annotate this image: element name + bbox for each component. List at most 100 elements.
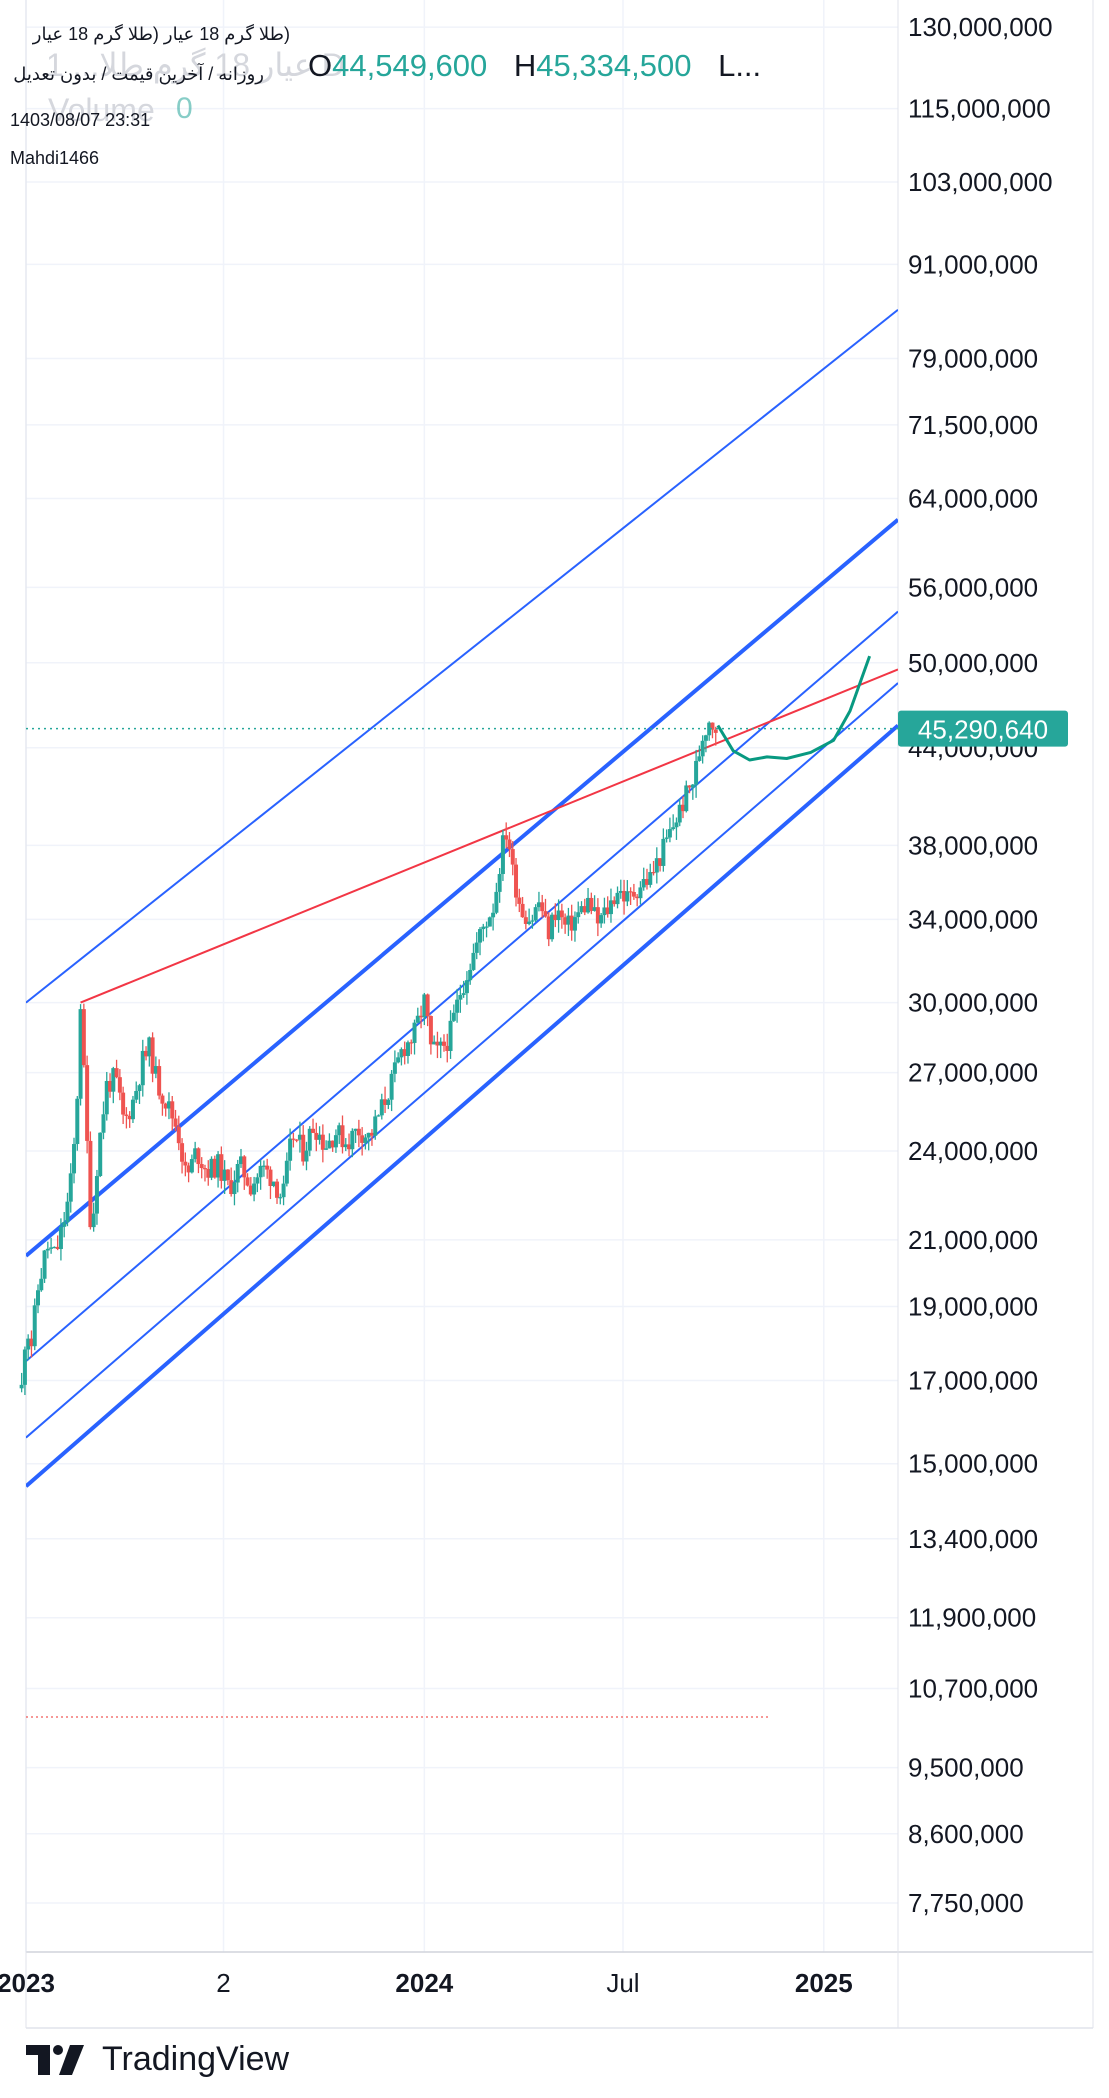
candle bbox=[671, 814, 676, 831]
candle bbox=[68, 1163, 73, 1213]
candle bbox=[111, 1066, 116, 1104]
candle-body bbox=[481, 926, 486, 930]
candle-body bbox=[419, 1015, 424, 1018]
y-tick-label: 103,000,000 bbox=[908, 167, 1053, 197]
candle-body bbox=[232, 1182, 237, 1195]
y-tick-label: 50,000,000 bbox=[908, 648, 1038, 678]
grid-layer bbox=[25, 0, 898, 1952]
candle bbox=[396, 1052, 401, 1064]
candle-body bbox=[658, 858, 663, 866]
candle-body bbox=[333, 1135, 338, 1148]
candle bbox=[98, 1132, 103, 1178]
candle bbox=[504, 822, 509, 849]
candle bbox=[402, 1041, 407, 1065]
candle bbox=[559, 903, 564, 929]
candle-body bbox=[245, 1177, 250, 1186]
candle-body bbox=[644, 878, 649, 885]
candle bbox=[81, 1003, 86, 1068]
candle bbox=[150, 1032, 155, 1083]
candle-body bbox=[618, 890, 623, 893]
candle bbox=[297, 1121, 302, 1153]
candle-body bbox=[412, 1022, 417, 1043]
candle-body bbox=[602, 907, 607, 916]
tradingview-brand[interactable]: TradingView bbox=[26, 2040, 289, 2079]
candle-body bbox=[294, 1139, 299, 1141]
symbol-title[interactable]: (طلا گرم 18 عیار (طلا گرم 18 عیار bbox=[32, 24, 290, 44]
candle-body bbox=[671, 827, 676, 830]
candle-body bbox=[127, 1115, 132, 1120]
candle-body bbox=[690, 784, 695, 788]
candle bbox=[628, 887, 633, 905]
candle-body bbox=[559, 910, 564, 918]
candle-body bbox=[474, 942, 479, 953]
candle bbox=[458, 984, 463, 1013]
y-tick-label: 34,000,000 bbox=[908, 904, 1038, 934]
last-price-label: 45,290,640 bbox=[918, 715, 1048, 745]
candle-body bbox=[124, 1114, 129, 1116]
candle-body bbox=[199, 1164, 204, 1169]
candle-body bbox=[527, 921, 532, 924]
candle bbox=[114, 1059, 119, 1079]
candle-body bbox=[674, 822, 679, 828]
candle-body bbox=[484, 926, 489, 928]
candle bbox=[350, 1128, 355, 1158]
candle bbox=[694, 749, 699, 798]
open-value: 44,549,600 bbox=[332, 48, 488, 83]
candle-body bbox=[579, 906, 584, 913]
candle-body bbox=[238, 1156, 243, 1165]
candle bbox=[22, 1346, 27, 1396]
price-axis[interactable]: 130,000,000 115,000,000 103,000,000 91,000,… bbox=[908, 12, 1053, 1918]
candle-body bbox=[235, 1164, 240, 1183]
candle bbox=[674, 817, 679, 840]
candle bbox=[464, 971, 469, 1005]
candle-body bbox=[206, 1168, 211, 1178]
candle-body bbox=[304, 1150, 309, 1162]
candle-body bbox=[39, 1278, 44, 1291]
candle-body bbox=[664, 837, 669, 839]
candle-body bbox=[667, 829, 672, 838]
candle-body bbox=[494, 891, 499, 913]
candle bbox=[340, 1115, 345, 1154]
candle-body bbox=[271, 1181, 276, 1186]
candle-body bbox=[356, 1128, 361, 1136]
candle-body bbox=[622, 890, 627, 902]
candle-body bbox=[108, 1080, 113, 1092]
candle bbox=[690, 784, 695, 800]
candle-body bbox=[98, 1132, 103, 1177]
candle bbox=[631, 883, 636, 900]
candle-body bbox=[343, 1144, 348, 1148]
candle-body bbox=[399, 1049, 404, 1058]
candle-body bbox=[55, 1246, 60, 1250]
y-tick-label: 19,000,000 bbox=[908, 1291, 1038, 1321]
snapshot-datetime: 1403/08/07 23:31 bbox=[10, 110, 151, 130]
candle bbox=[419, 1005, 424, 1029]
candle bbox=[255, 1173, 260, 1193]
candle bbox=[284, 1152, 289, 1187]
candle-body bbox=[507, 839, 512, 850]
candle bbox=[514, 858, 519, 907]
candle-body bbox=[478, 929, 483, 943]
candle bbox=[101, 1101, 106, 1140]
candle-body bbox=[101, 1114, 106, 1133]
candle bbox=[360, 1127, 365, 1156]
y-tick-label: 27,000,000 bbox=[908, 1058, 1038, 1088]
candle-body bbox=[550, 914, 555, 940]
candle-body bbox=[540, 902, 545, 912]
candle-body bbox=[140, 1050, 145, 1086]
candle-body bbox=[307, 1128, 312, 1151]
candle-layer bbox=[19, 721, 718, 1396]
candle bbox=[553, 903, 558, 928]
candle-body bbox=[160, 1095, 165, 1104]
candle-body bbox=[111, 1068, 116, 1092]
candle-body bbox=[710, 722, 715, 730]
candle-body bbox=[684, 785, 689, 812]
candle bbox=[271, 1181, 276, 1188]
candle-body bbox=[58, 1226, 63, 1250]
candle-body bbox=[628, 891, 633, 893]
candle-body bbox=[170, 1101, 175, 1119]
candle-body bbox=[405, 1042, 410, 1056]
y-tick-label: 7,750,000 bbox=[908, 1888, 1024, 1918]
candle-body bbox=[441, 1041, 446, 1046]
time-axis[interactable]: 2023 2 2024 Jul 2025 bbox=[0, 1968, 853, 1998]
